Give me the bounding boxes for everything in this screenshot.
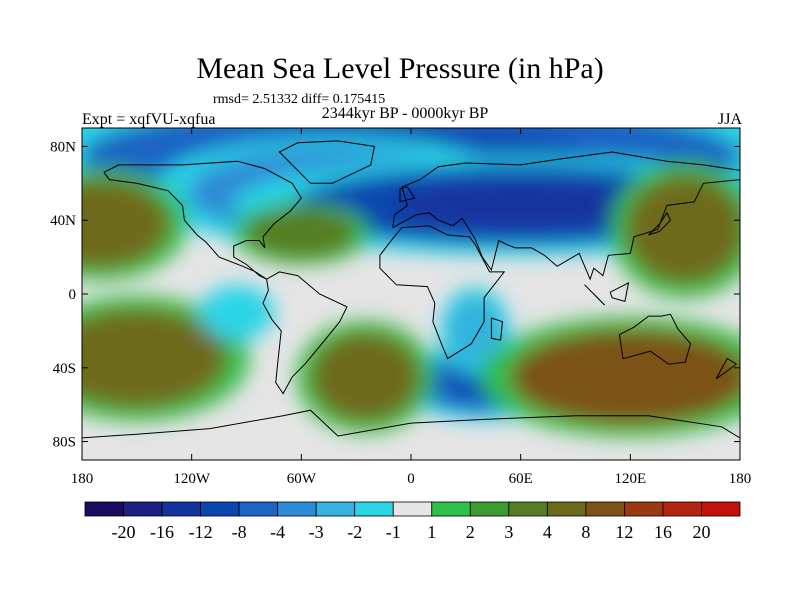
colorbar-swatch bbox=[508, 501, 548, 517]
coastline bbox=[262, 271, 348, 395]
coastline bbox=[392, 151, 740, 281]
colorbar-label: -1 bbox=[386, 522, 401, 542]
colorbar-swatch bbox=[277, 501, 317, 517]
colorbar-label: -8 bbox=[232, 522, 247, 542]
pressure-anomaly-region bbox=[207, 290, 268, 335]
colorbar-label: 4 bbox=[543, 522, 552, 542]
colorbar-swatch bbox=[624, 501, 664, 517]
coastline bbox=[715, 357, 738, 380]
colorbar-label: 1 bbox=[427, 522, 436, 542]
colorbar-label: 8 bbox=[581, 522, 590, 542]
coastline bbox=[399, 186, 416, 203]
x-tick-label: 0 bbox=[407, 471, 415, 487]
colorbar-swatch bbox=[354, 501, 394, 517]
x-tick-label: 180 bbox=[729, 471, 752, 487]
colorbar-swatch bbox=[585, 501, 625, 517]
pressure-anomaly-region bbox=[82, 178, 171, 269]
y-tick-label: 80N bbox=[50, 139, 76, 155]
pressure-anomaly-region bbox=[310, 332, 421, 422]
season-label: JJA bbox=[717, 111, 742, 128]
page-title: Mean Sea Level Pressure (in hPa) bbox=[196, 52, 604, 85]
colorbar-swatch bbox=[392, 501, 433, 517]
coastline bbox=[490, 317, 503, 341]
colorbar-swatch bbox=[469, 501, 510, 517]
colorbar-label: 2 bbox=[466, 522, 475, 542]
colorbar-label: -4 bbox=[270, 522, 285, 542]
colorbar-label: 20 bbox=[692, 522, 710, 542]
colorbar-label: 16 bbox=[654, 522, 672, 542]
colorbar-swatch bbox=[662, 501, 702, 517]
coastline bbox=[584, 284, 606, 306]
y-tick-label: 0 bbox=[69, 287, 77, 303]
colorbar-swatch bbox=[431, 501, 471, 517]
colorbar-swatch bbox=[161, 501, 201, 517]
colorbar-label: -3 bbox=[309, 522, 324, 542]
map-area bbox=[82, 128, 740, 460]
y-tick-label: 40N bbox=[50, 213, 76, 229]
coastline bbox=[618, 313, 692, 365]
y-tick-label: 40S bbox=[53, 361, 76, 377]
colorbar-swatch bbox=[701, 501, 741, 517]
colorbar-swatch bbox=[315, 501, 356, 517]
pressure-anomaly-region bbox=[446, 295, 503, 366]
y-tick-label: 80S bbox=[53, 435, 76, 451]
coastline bbox=[82, 409, 740, 439]
colorbar-label: -16 bbox=[150, 522, 174, 542]
pressure-anomaly-core bbox=[564, 350, 697, 404]
coastline bbox=[609, 281, 630, 303]
colorbar-swatch bbox=[123, 501, 163, 517]
colorbar-label: -2 bbox=[347, 522, 362, 542]
colorbar-swatch bbox=[238, 501, 279, 517]
pressure-anomaly-region bbox=[246, 208, 357, 259]
pressure-anomaly-region bbox=[625, 174, 740, 285]
period-label: 2344kyr BP - 0000kyr BP bbox=[321, 105, 489, 122]
experiment-label: Expt = xqfVU-xqfua bbox=[82, 111, 216, 128]
x-tick-label: 180 bbox=[71, 471, 94, 487]
x-tick-label: 60E bbox=[509, 471, 533, 487]
coastline bbox=[278, 140, 375, 184]
coastline bbox=[103, 160, 302, 280]
pressure-anomaly-core bbox=[394, 183, 648, 228]
colorbar-swatch bbox=[84, 501, 124, 517]
colorbar-swatch bbox=[200, 501, 240, 517]
x-tick-label: 120E bbox=[614, 471, 646, 487]
colorbar-swatch bbox=[546, 501, 587, 517]
pressure-anomaly-region bbox=[82, 308, 227, 409]
coastline bbox=[648, 211, 672, 236]
colorbar-label: -20 bbox=[112, 522, 136, 542]
coastline bbox=[379, 225, 506, 360]
x-tick-label: 60W bbox=[287, 471, 317, 487]
colorbar: -20 -16 -12 -8 -4 -3 -2 -1 1 2 3 4 8 12 16 20 bbox=[84, 501, 741, 542]
stats-text: rmsd= 2.51332 diff= 0.175415 bbox=[213, 92, 386, 107]
colorbar-label: -12 bbox=[189, 522, 213, 542]
colorbar-label: 12 bbox=[615, 522, 633, 542]
colorbar-label: 3 bbox=[504, 522, 513, 542]
x-tick-label: 120W bbox=[173, 471, 211, 487]
